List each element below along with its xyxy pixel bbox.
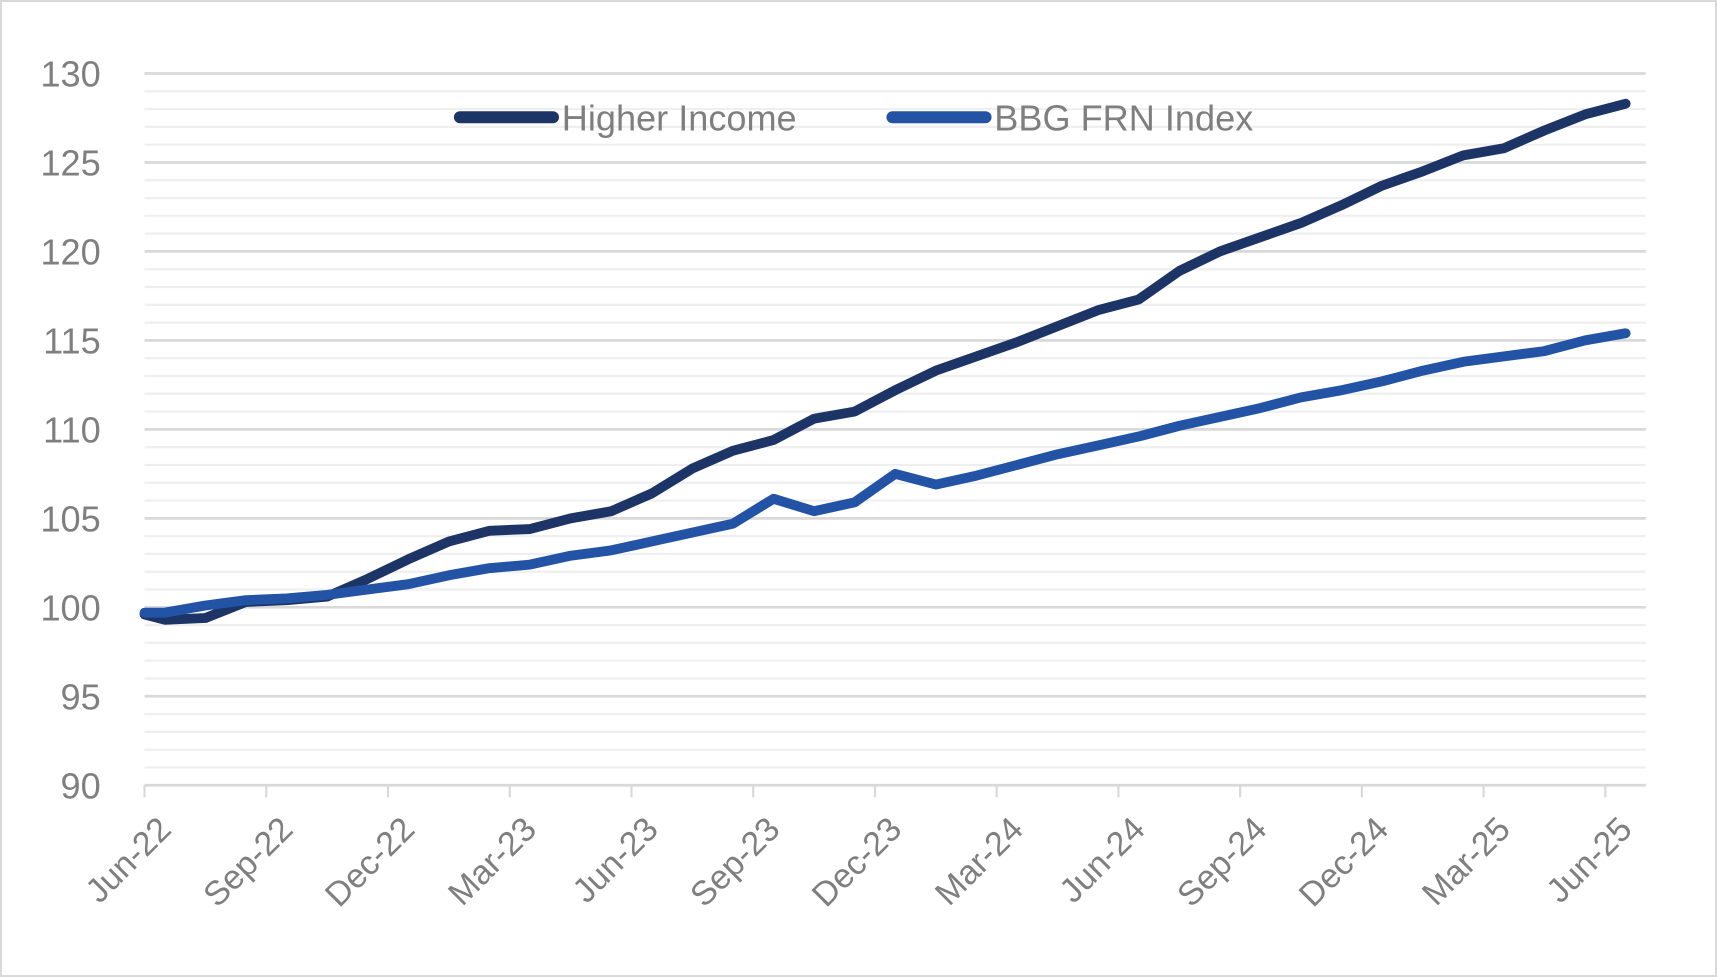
x-tick-label: Dec-23 [805, 810, 909, 914]
x-tick-label: Jun-25 [1539, 810, 1639, 910]
gridlines [144, 72, 1646, 787]
y-tick-label: 105 [40, 498, 100, 539]
x-tick-label: Dec-24 [1292, 810, 1396, 914]
legend: Higher Income BBG FRN Index [453, 97, 1253, 138]
x-tick-label: Sep-23 [683, 810, 787, 914]
x-tick-label: Dec-22 [318, 810, 422, 914]
x-tick-label: Mar-23 [441, 810, 544, 913]
legend-label: BBG FRN Index [994, 97, 1253, 138]
x-tick-label: Sep-22 [196, 810, 300, 914]
series-line-higher-income [139, 98, 1631, 625]
y-tick-label: 125 [40, 143, 100, 184]
x-tick-label: Jun-22 [78, 810, 178, 910]
y-tick-label: 130 [40, 54, 100, 95]
y-tick-label: 115 [43, 321, 101, 362]
x-axis: Jun-22 Sep-22 Dec-22 Mar-23 Jun-23 Sep-23 Dec-… [78, 784, 1646, 914]
x-tick-label: Jun-23 [565, 810, 665, 910]
y-tick-label: 110 [43, 410, 101, 451]
y-tick-label: 120 [40, 232, 100, 273]
x-tick-label: Mar-24 [928, 810, 1031, 913]
x-tick-label: Mar-25 [1415, 810, 1518, 913]
legend-label: Higher Income [562, 97, 797, 138]
series-line-bbg-frn-index [139, 328, 1631, 618]
x-tick-label: Sep-24 [1170, 810, 1274, 914]
y-axis: 90 95 100 105 110 115 120 125 130 [40, 54, 100, 807]
y-tick-label: 90 [61, 765, 101, 806]
x-tick-label: Jun-24 [1052, 810, 1152, 910]
y-tick-label: 100 [40, 587, 100, 628]
y-tick-label: 95 [61, 676, 101, 717]
series-lines [139, 98, 1631, 625]
